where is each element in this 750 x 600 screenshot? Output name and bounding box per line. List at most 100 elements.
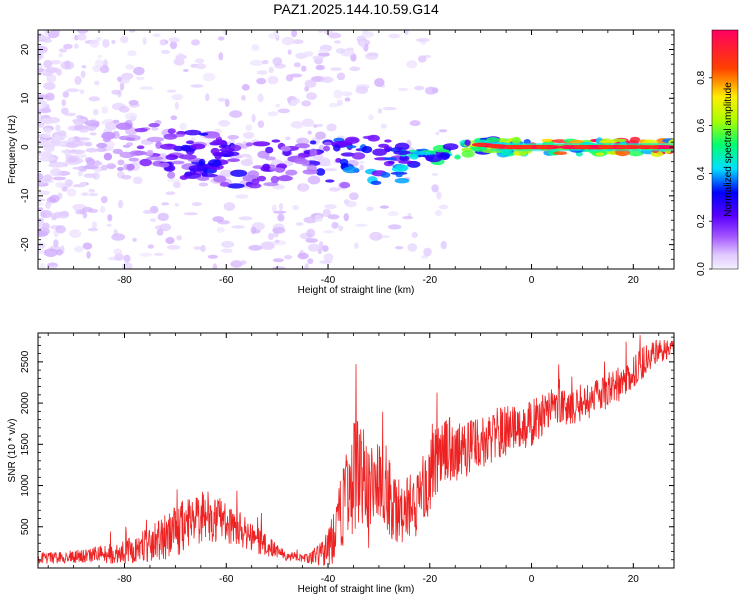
spectrogram-ridge-blob	[117, 166, 124, 172]
spectrogram-speckle	[292, 204, 300, 211]
spectrogram-speckle	[42, 222, 50, 230]
spectrogram-speckle	[89, 132, 97, 136]
spectrogram-ridge-blob	[325, 179, 335, 183]
spectrogram-speckle	[241, 95, 246, 101]
spectrogram-speckle	[129, 30, 136, 33]
spectrogram-speckle	[415, 38, 430, 42]
spectrogram-ridge-blob	[212, 139, 226, 146]
spectrogram-speckle	[388, 224, 402, 230]
spectrogram-ridge-blob	[136, 145, 145, 150]
spectrogram-ridge-blob	[280, 174, 291, 181]
spectrogram-speckle	[171, 93, 184, 101]
spectrogram-speckle	[257, 120, 265, 128]
spectrogram-speckle	[139, 252, 153, 257]
spectrogram-ridge-blob	[384, 139, 392, 143]
spectrogram-speckle	[324, 204, 337, 210]
spectrogram-speckle	[268, 66, 274, 74]
spectrogram-speckle	[220, 169, 234, 178]
spectrogram-speckle	[423, 247, 432, 257]
spectrogram-ridge-blob	[198, 132, 209, 136]
spectrogram-speckle	[96, 36, 102, 42]
spectrogram-speckle	[159, 223, 172, 232]
spectrogram-speckle	[44, 30, 49, 36]
colorbar: 0.0 0.2 0.4 0.6 0.8 Normalized spectral ampl…	[696, 29, 739, 276]
spectrogram-ridge-blob	[57, 130, 67, 137]
spectrogram-speckle	[344, 97, 351, 102]
spectrogram-ridge-blob	[115, 122, 133, 130]
spectrogram-speckle	[58, 53, 63, 58]
spectrogram-speckle	[49, 194, 60, 203]
spectrogram-panel: -80 -60 -40 -20 0 20 -20 -10 0 10 20 Height of str…	[7, 29, 675, 296]
spectrogram-speckle	[94, 80, 100, 86]
snr-y-tick-label: 2500	[20, 350, 31, 373]
spectrogram-speckle	[387, 211, 399, 217]
spectrogram-speckle	[272, 258, 284, 263]
snr-frame	[37, 332, 675, 569]
spectrogram-speckle	[250, 226, 257, 235]
spectrogram-ridge-blob	[399, 155, 410, 162]
spectrogram-speckle	[102, 39, 110, 48]
spectrogram-ridge-blob	[68, 149, 86, 154]
spectrogram-ridge-blob	[294, 158, 308, 165]
colorbar-tick-label: 0.0	[696, 262, 707, 276]
spectrogram-ridge-blob	[599, 140, 617, 144]
spectrogram-speckle	[307, 258, 314, 264]
snr-y-tick-label: 2000	[20, 392, 31, 415]
spectrogram-ridge-blob	[333, 144, 341, 152]
spectrogram-speckle	[285, 136, 291, 141]
spectrogram-ridge-blob	[345, 145, 357, 149]
spectrogram-ridge-blob	[96, 142, 108, 149]
chart-title: PAZ1.2025.144.10.59.G14	[273, 1, 439, 17]
spectrogram-speckle	[86, 251, 91, 259]
spectrogram-speckle	[306, 92, 317, 100]
spectrogram-speckle	[302, 118, 314, 127]
spectrogram-ridge-blob	[167, 171, 176, 179]
spectrogram-ridge-blob	[85, 147, 98, 153]
spectrogram-ridge-blob	[165, 154, 178, 161]
spectrogram-speckle	[333, 89, 343, 99]
colorbar-tick-label: 0.4	[696, 166, 707, 180]
spectrogram-speckle	[159, 39, 166, 46]
spectrogram-speckle	[55, 181, 66, 188]
spectrogram-tone-core	[487, 144, 502, 148]
spectrogram-speckle	[118, 105, 130, 113]
spectrogram-speckle	[45, 201, 51, 210]
spectrogram-ridge-blob	[247, 170, 260, 179]
spectrogram-speckle	[133, 66, 145, 76]
spectrogram-speckle	[230, 260, 243, 268]
spectrogram-speckle	[246, 155, 253, 163]
spectrogram-speckle	[274, 239, 280, 244]
spectrogram-speckle	[414, 85, 425, 91]
spectrogram-ridge-blob	[84, 120, 100, 127]
spectrogram-speckle	[268, 32, 279, 40]
spectrogram-speckle	[338, 225, 344, 232]
spectrogram-speckle	[66, 88, 80, 93]
spectrogram-ridge-blob	[498, 138, 505, 142]
spectrogram-speckle	[307, 243, 320, 252]
spectrogram-speckle	[132, 176, 143, 185]
spectrogram-speckle	[174, 203, 180, 207]
spectrogram-ridge-blob	[439, 152, 451, 159]
spectrogram-ridge-blob	[426, 154, 443, 163]
spectrogram-speckle	[359, 40, 366, 48]
spectrogram-ridge-blob	[72, 166, 85, 170]
spectrogram-speckle	[221, 240, 235, 248]
spectrogram-speckle	[38, 107, 52, 114]
spectrogram-ridge-blob	[473, 139, 490, 144]
spectrogram-tone-core	[559, 145, 579, 150]
spectrogram-speckle	[196, 63, 207, 70]
spectrogram-speckle	[38, 64, 43, 69]
spectrogram-speckle	[113, 248, 123, 255]
spectrogram-speckle	[99, 65, 110, 74]
spectrogram-speckle	[272, 240, 287, 246]
spectrogram-speckle	[46, 74, 57, 83]
spectrogram-ridge-blob	[43, 146, 55, 153]
spectrogram-speckle	[267, 75, 279, 85]
spectrogram-speckle	[303, 51, 314, 57]
spectrogram-speckle	[151, 127, 159, 131]
spectrogram-speckle	[275, 103, 281, 108]
spectrogram-speckle	[314, 214, 324, 222]
spectrogram-speckle	[42, 38, 53, 43]
snr-y-tick-label: 1000	[20, 474, 31, 497]
